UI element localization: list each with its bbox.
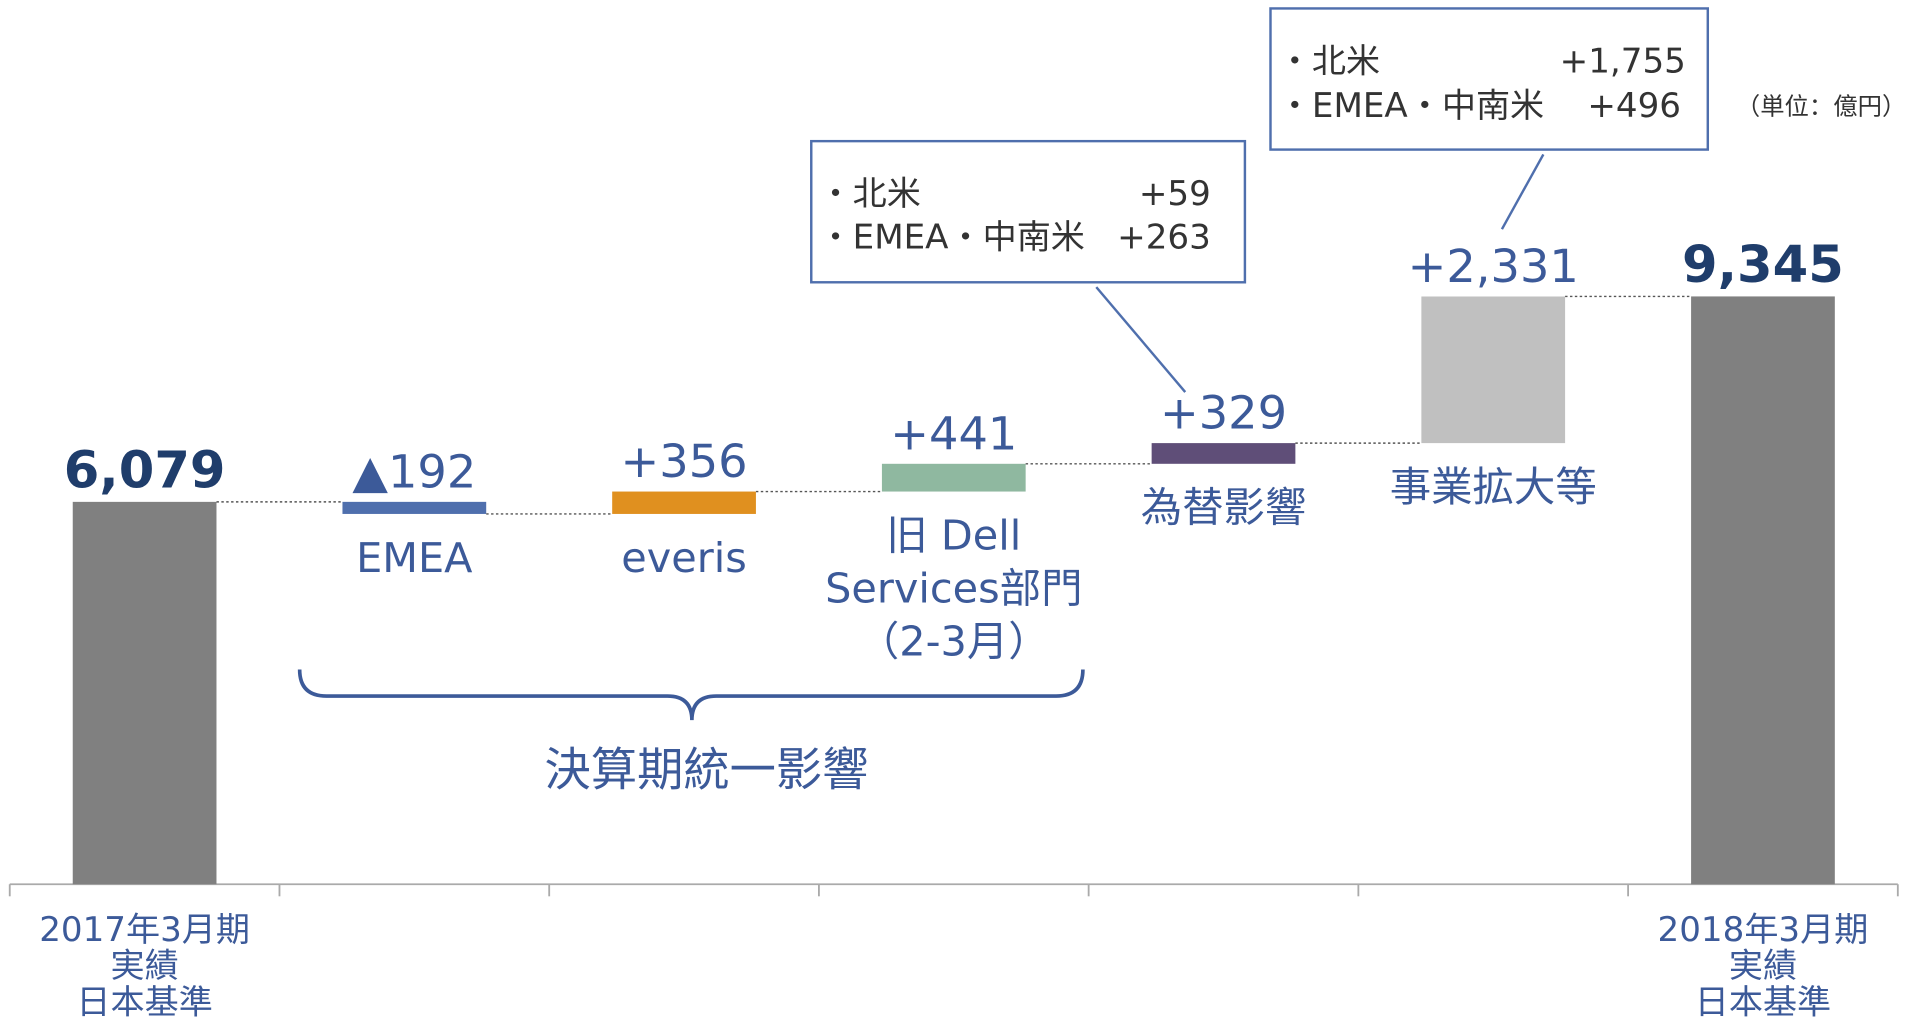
value-label: 9,345: [1682, 236, 1844, 295]
callout-text: +1,755: [1560, 42, 1686, 82]
callout-text: ・EMEA・中南米: [819, 218, 1085, 258]
callout-text: +263: [1117, 218, 1211, 258]
callout-text: ・北米: [819, 174, 921, 214]
bracket-label: 決算期統一影響: [545, 743, 869, 797]
callout-text: +59: [1139, 174, 1211, 214]
category-label: 2018年3月期実績日本基準: [1658, 910, 1869, 1022]
bar: [1691, 296, 1835, 885]
callout-line: [1095, 286, 1187, 393]
bracket: [297, 669, 1085, 721]
unit-label: （単位：億円）: [1736, 92, 1906, 121]
bar: [881, 463, 1026, 492]
bar: [72, 501, 217, 885]
value-label: 6,079: [64, 442, 226, 501]
value-label: +441: [890, 407, 1017, 461]
bar: [1151, 443, 1296, 464]
category-label: 為替影響: [1141, 484, 1307, 532]
category-label: everis: [621, 534, 747, 582]
value-label: +356: [621, 434, 748, 488]
category-label: 旧 Dell Services部門（2-3月）: [825, 512, 1082, 666]
category-label: 2017年3月期実績日本基準: [39, 910, 250, 1022]
category-label: 事業拡大等: [1390, 463, 1597, 511]
bar: [342, 501, 487, 514]
callout-text: ・EMEA・中南米: [1278, 86, 1544, 126]
value-label: +329: [1160, 386, 1287, 440]
category-label: EMEA: [356, 534, 472, 582]
bar: [1421, 296, 1566, 444]
callout-box: [810, 139, 1247, 284]
callout-text: ・北米: [1278, 42, 1380, 82]
callout-text: +496: [1587, 86, 1681, 126]
value-label: +2,331: [1408, 239, 1579, 293]
callout-box: [1269, 7, 1710, 151]
value-label: ▲192: [352, 445, 476, 499]
bar: [612, 491, 756, 514]
callout-line: [1500, 153, 1545, 230]
